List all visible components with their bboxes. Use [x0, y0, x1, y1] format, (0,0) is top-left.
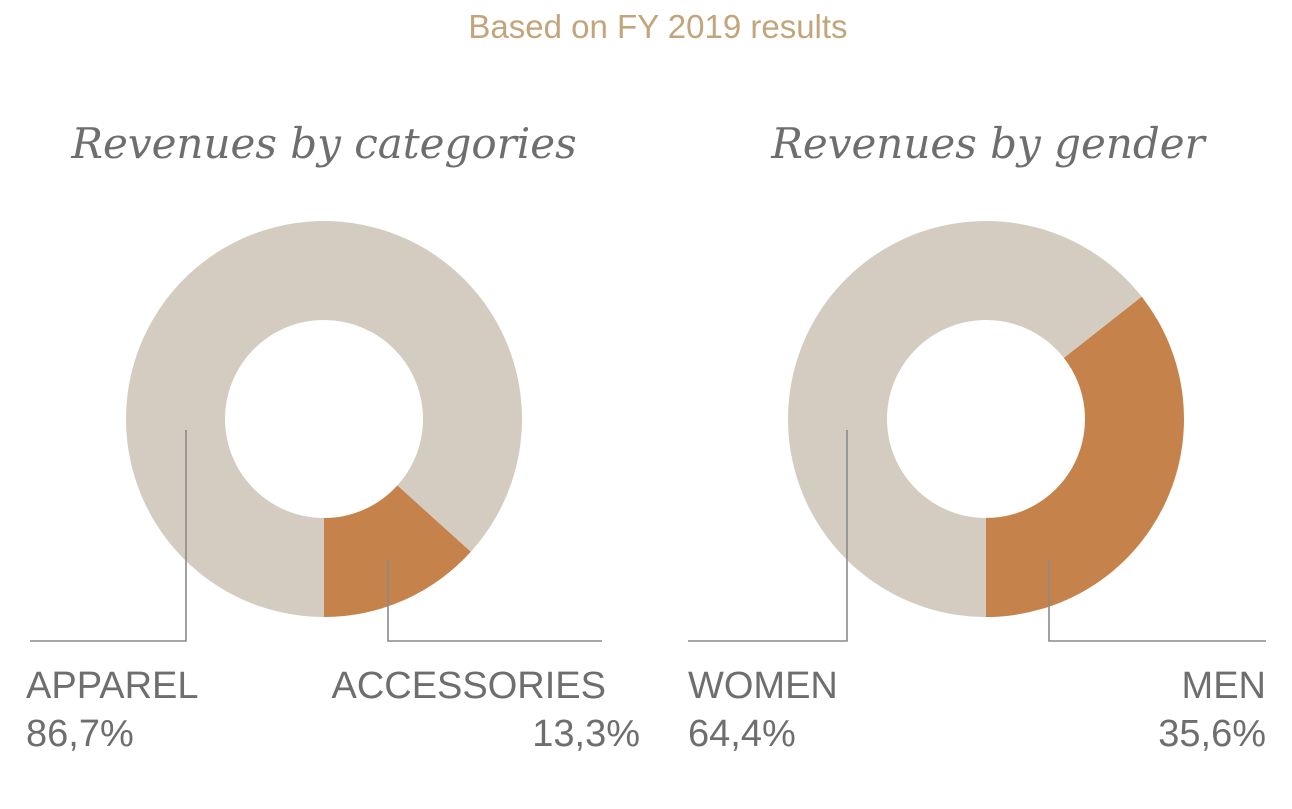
slice-value-women: 64,4%	[688, 713, 796, 755]
slice-value-accessories: 13,3%	[532, 713, 640, 755]
slice-value-men: 35,6%	[1158, 713, 1266, 755]
slice-label-accessories: ACCESSORIES	[331, 665, 606, 707]
subtitle: Based on FY 2019 results	[468, 8, 847, 45]
leader-line-men	[1048, 560, 1266, 642]
donut-gender	[787, 220, 1184, 617]
slice-women	[787, 220, 1142, 617]
slice-men	[986, 296, 1184, 617]
chart-gender: Revenues by gender WOMEN 64,4% MEN 35,6%	[688, 119, 1266, 755]
slice-accessories	[324, 485, 471, 617]
chart-title-categories: Revenues by categories	[70, 119, 576, 168]
leader-line-women	[688, 430, 848, 642]
slice-label-men: MEN	[1182, 665, 1266, 707]
slice-label-apparel: APPAREL	[26, 665, 198, 707]
slice-value-apparel: 86,7%	[26, 713, 134, 755]
slice-apparel	[126, 220, 523, 618]
leader-line-apparel	[30, 430, 187, 642]
chart-title-gender: Revenues by gender	[770, 119, 1207, 168]
donut-categories	[126, 220, 523, 618]
slice-label-women: WOMEN	[688, 665, 838, 707]
chart-categories: Revenues by categories APPAREL 86,7% ACC…	[26, 119, 640, 755]
leader-line-accessories	[387, 560, 602, 642]
